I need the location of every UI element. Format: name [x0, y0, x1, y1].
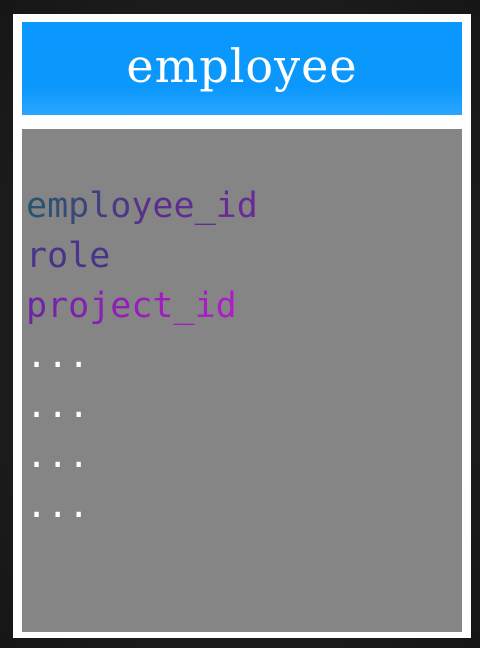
field-ellipsis: ...	[26, 336, 90, 376]
field-role: role	[26, 236, 111, 276]
field-project-id: project_id	[26, 281, 258, 331]
field-employee-id: employee_id	[26, 181, 258, 231]
entity-title: employee	[126, 38, 358, 93]
entity-fields-panel: employee_id role project_id ... ... ... …	[22, 129, 462, 632]
entity-box: employee employee_id role project_id ...…	[13, 14, 471, 638]
field-list: employee_id role project_id ... ... ... …	[26, 181, 258, 531]
field-ellipsis: ...	[26, 386, 90, 426]
field-ellipsis: ...	[26, 486, 90, 526]
entity-header: employee	[22, 22, 462, 115]
field-ellipsis: ...	[26, 436, 90, 476]
